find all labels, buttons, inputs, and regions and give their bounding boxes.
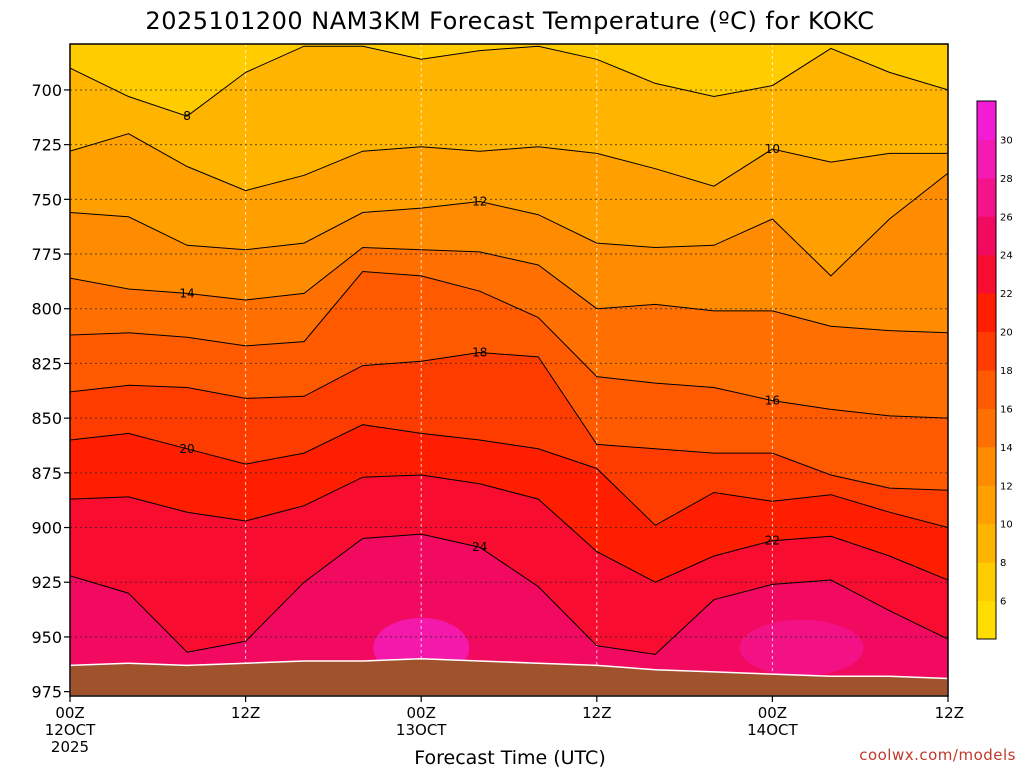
x-tick-label-h60-1: 12Z xyxy=(935,704,964,722)
colorbar-label-16: 16 xyxy=(1000,404,1013,415)
colorbar-swatch-6 xyxy=(977,562,996,602)
y-tick-label-950: 950 xyxy=(31,628,62,647)
isotherm-24 xyxy=(70,533,948,655)
colorbar-swatch-30 xyxy=(977,101,996,140)
colorbar-swatch-20 xyxy=(977,293,996,333)
colorbar-swatch-8 xyxy=(977,523,996,563)
isotherm-label-12: 12 xyxy=(472,195,487,209)
isotherm-22 xyxy=(70,474,948,583)
colorbar-label-22: 22 xyxy=(1000,289,1013,300)
isotherm-10 xyxy=(70,133,948,192)
colorbar-swatch-4 xyxy=(977,600,996,640)
colorbar-label-14: 14 xyxy=(1000,443,1013,454)
colorbar: 6 8 10 12 14 16 18 20 22 24 26 28 30 xyxy=(976,100,1013,640)
x-tick-label-h12-1: 12Z xyxy=(231,704,260,722)
colorbar-swatch-24 xyxy=(977,216,996,256)
x-tick-label-h48-1: 00Z xyxy=(758,704,787,722)
isotherm-label-16: 16 xyxy=(765,394,780,408)
y-tick-label-875: 875 xyxy=(31,464,62,483)
x-tick-label-h36-1: 12Z xyxy=(582,704,611,722)
y-tick-label-750: 750 xyxy=(31,190,62,209)
y-tick-label-725: 725 xyxy=(31,136,62,155)
plot-frame xyxy=(69,43,949,697)
colorbar-label-18: 18 xyxy=(1000,366,1013,377)
isotherm-contours xyxy=(70,45,948,655)
colorbar-label-12: 12 xyxy=(1000,481,1013,492)
colorbar-frame xyxy=(976,100,997,640)
colorbar-swatch-14 xyxy=(977,408,996,448)
colorbar-swatch-22 xyxy=(977,254,996,294)
colorbar-label-20: 20 xyxy=(1000,328,1013,339)
isotherm-14 xyxy=(70,246,948,334)
isotherm-20 xyxy=(70,424,948,528)
colorbar-swatch-26 xyxy=(977,177,996,217)
y-axis: 700 725 750 775 800 825 850 875 900 925 950 975 xyxy=(31,81,70,702)
isotherm-16 xyxy=(70,270,948,419)
warm-core-day2 xyxy=(739,619,864,676)
y-tick-label-825: 825 xyxy=(31,354,62,373)
colorbar-label-10: 10 xyxy=(1000,520,1013,531)
x-tick-label-h0-3: 2025 xyxy=(51,738,89,756)
isotherm-12 xyxy=(70,172,948,277)
isotherm-18 xyxy=(70,351,948,491)
isotherm-label-22: 22 xyxy=(765,534,780,548)
isotherm-label-24: 24 xyxy=(472,540,487,554)
y-tick-label-925: 925 xyxy=(31,573,62,592)
x-axis-label: Forecast Time (UTC) xyxy=(414,747,605,768)
terrain-surface xyxy=(70,658,948,696)
y-tick-label-700: 700 xyxy=(31,81,62,100)
colorbar-label-8: 8 xyxy=(1000,558,1006,569)
isotherm-label-20: 20 xyxy=(179,442,194,456)
y-tick-label-975: 975 xyxy=(31,683,62,702)
x-tick-label-h0-2: 12OCT xyxy=(45,721,96,739)
y-tick-label-775: 775 xyxy=(31,245,62,264)
grid-lines xyxy=(70,44,948,696)
isotherm-8 xyxy=(70,45,948,117)
x-tick-label-h24-2: 13OCT xyxy=(396,721,447,739)
credit-link[interactable]: coolwx.com/models xyxy=(859,746,1016,764)
isotherm-labels: 8 10 12 14 16 18 20 22 24 xyxy=(179,109,780,554)
colorbar-swatch-16 xyxy=(977,370,996,409)
colorbar-label-24: 24 xyxy=(1000,251,1013,262)
colorbar-label-28: 28 xyxy=(1000,174,1013,185)
colorbar-swatch-18 xyxy=(977,331,996,371)
colorbar-swatch-12 xyxy=(977,446,996,486)
colorbar-label-6: 6 xyxy=(1000,597,1006,608)
y-tick-label-850: 850 xyxy=(31,409,62,428)
isotherm-label-18: 18 xyxy=(472,345,487,359)
x-tick-label-h0-1: 00Z xyxy=(55,704,84,722)
temperature-field xyxy=(70,44,948,696)
chart-title: 2025101200 NAM3KM Forecast Temperature (… xyxy=(145,7,874,35)
colorbar-swatch-10 xyxy=(977,485,996,525)
x-tick-label-h48-2: 14OCT xyxy=(747,721,798,739)
x-tick-label-h24-1: 00Z xyxy=(407,704,436,722)
isotherm-label-14: 14 xyxy=(179,286,194,300)
band-above-24 xyxy=(70,534,948,696)
y-tick-label-900: 900 xyxy=(31,519,62,538)
colorbar-label-26: 26 xyxy=(1000,212,1013,223)
colorbar-swatch-28 xyxy=(977,139,996,179)
terrain-fill xyxy=(70,658,948,696)
isotherm-label-10: 10 xyxy=(765,142,780,156)
y-tick-label-800: 800 xyxy=(31,300,62,319)
colorbar-label-30: 30 xyxy=(1000,135,1013,146)
isotherm-label-8: 8 xyxy=(183,109,191,123)
